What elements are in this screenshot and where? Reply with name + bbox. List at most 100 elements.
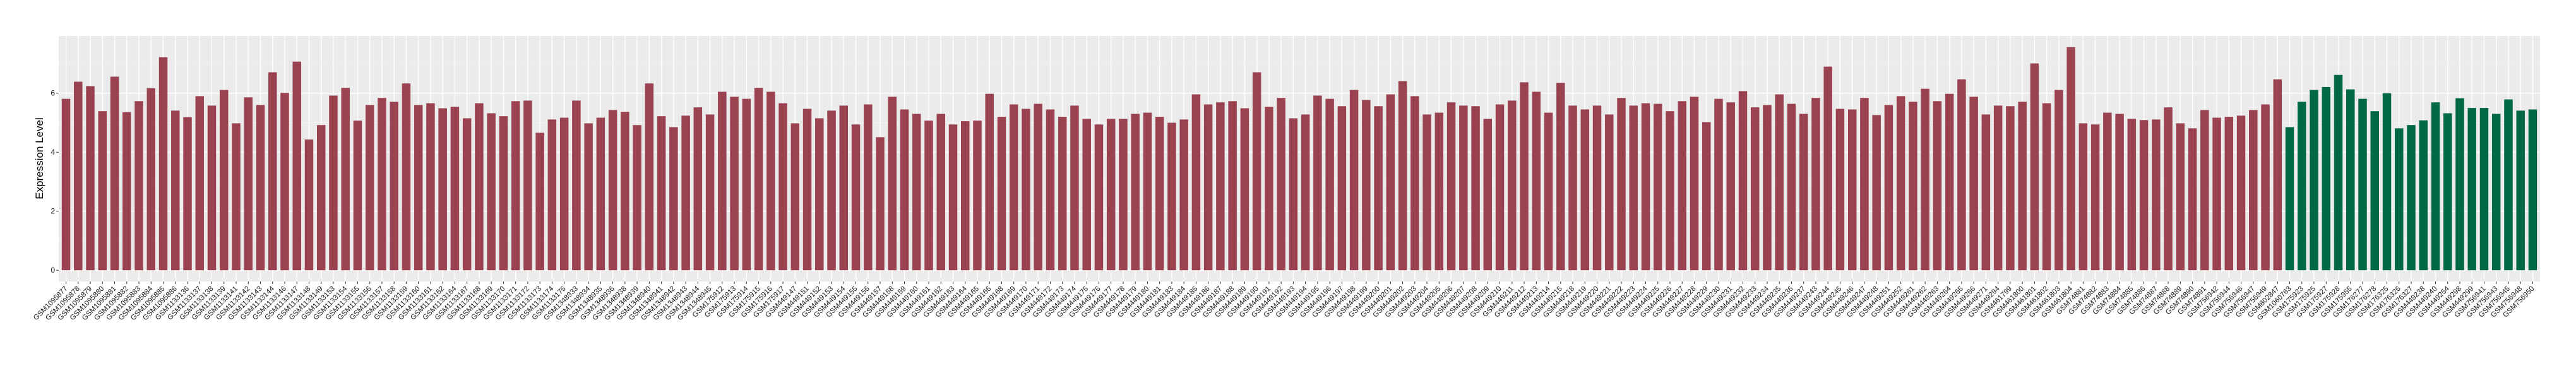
bar-GSM1133146 xyxy=(280,93,289,271)
bar-GSM449220 xyxy=(1592,105,1602,271)
bar-GSM1133164 xyxy=(450,107,460,271)
bar-GSM449225 xyxy=(1654,103,1662,271)
bar-GSM1133175 xyxy=(559,117,569,271)
bar-GSM449263 xyxy=(1933,101,1942,271)
bar-GSM449240 xyxy=(2431,102,2440,271)
bar-GSM449254 xyxy=(2443,113,2452,271)
bar-GSM175925 xyxy=(2310,90,2318,271)
bars xyxy=(61,47,2537,271)
bar-GSM1095882 xyxy=(122,112,131,271)
bar-GSM449230 xyxy=(1714,98,1723,271)
bar-GSM461801 xyxy=(2030,63,2039,271)
bar-GSM449173 xyxy=(1058,117,1067,271)
bar-GSM1095884 xyxy=(146,88,156,271)
bar-GSM449266 xyxy=(1969,97,1978,271)
bar-GSM1095883 xyxy=(134,101,143,271)
bar-GSM449155 xyxy=(851,124,861,271)
bar-GSM449207 xyxy=(1459,105,1468,271)
bar-GSM1095881 xyxy=(110,76,119,271)
bar-GSM1348941 xyxy=(657,116,666,271)
bar-GSM1133157 xyxy=(378,98,386,271)
bar-GSM449181 xyxy=(1155,117,1164,271)
bar-GSM1095880 xyxy=(98,111,107,271)
bar-GSM449221 xyxy=(1605,114,1614,271)
bar-GSM449251 xyxy=(1884,105,1893,271)
bar-GSM449264 xyxy=(1945,93,1954,271)
bar-GSM74886 xyxy=(2139,120,2149,271)
bar-GSM449205 xyxy=(1434,112,1444,271)
bar-GSM449211 xyxy=(1508,100,1517,271)
bar-GSM756947 xyxy=(2249,110,2258,271)
bar-GSM1133159 xyxy=(402,83,411,271)
bar-GSM1133143 xyxy=(256,105,265,271)
bar-GSM74889 xyxy=(2176,123,2185,271)
bar-GSM74891 xyxy=(2200,110,2209,271)
bar-GSM449247 xyxy=(1860,98,1869,271)
bar-GSM1348935 xyxy=(596,117,605,271)
bar-GSM449172 xyxy=(1046,109,1055,271)
bar-GSM449210 xyxy=(1495,104,1505,271)
bar-GSM449168 xyxy=(997,117,1006,271)
bar-GSM449265 xyxy=(1957,79,1966,271)
bar-GSM74885 xyxy=(2127,119,2137,271)
bar-GSM449179 xyxy=(1131,114,1140,271)
bar-GSM1348933 xyxy=(572,100,581,271)
bar-GSM1095886 xyxy=(171,110,180,271)
bar-GSM449204 xyxy=(1422,114,1431,271)
bar-GSM1348942 xyxy=(669,127,678,271)
bar-GSM449234 xyxy=(1763,105,1772,271)
bar-GSM449161 xyxy=(924,121,933,271)
bar-GSM1133138 xyxy=(207,105,217,271)
bar-GSM449231 xyxy=(1726,102,1735,271)
bar-GSM449261 xyxy=(1909,102,1917,271)
bar-GSM449213 xyxy=(1532,92,1541,271)
bar-GSM449188 xyxy=(1228,101,1237,271)
bar-GSM449183 xyxy=(1167,122,1176,271)
bar-GSM449171 xyxy=(1034,103,1042,271)
bar-GSM1133136 xyxy=(183,117,192,271)
bar-GSM449228 xyxy=(1690,97,1699,271)
bar-GSM449189 xyxy=(1240,108,1249,271)
y-axis: 0 2 4 6 xyxy=(51,89,59,274)
bar-GSM449233 xyxy=(1750,107,1760,271)
bar-GSM1133174 xyxy=(547,119,557,271)
bar-GSM449185 xyxy=(1191,94,1201,271)
bar-GSM756941 xyxy=(2479,108,2489,271)
bar-GSM175917 xyxy=(778,103,787,271)
bar-GSM756945 xyxy=(2504,99,2513,271)
bar-GSM1133171 xyxy=(511,101,520,271)
bar-GSM461800 xyxy=(2018,102,2027,271)
bar-GSM449194 xyxy=(1301,114,1310,271)
bar-GSM175913 xyxy=(730,97,739,271)
bar-GSM449219 xyxy=(1580,109,1590,271)
bar-GSM74883 xyxy=(2103,112,2112,271)
bar-GSM1133142 xyxy=(244,97,253,271)
bar-GSM1133155 xyxy=(353,121,362,271)
bar-GSM176326 xyxy=(2395,128,2404,271)
bar-GSM1095878 xyxy=(74,81,83,271)
bar-GSM449191 xyxy=(1265,107,1273,271)
bar-GSM449159 xyxy=(900,109,909,271)
y-tick-label: 2 xyxy=(51,207,55,216)
bar-GSM449156 xyxy=(864,104,873,271)
bar-GSM449215 xyxy=(1556,83,1565,271)
bar-GSM449226 xyxy=(1666,111,1674,271)
bar-GSM449202 xyxy=(1398,81,1407,271)
bar-GSM1348934 xyxy=(584,123,593,271)
bar-GSM1133160 xyxy=(414,105,423,271)
bar-GSM449152 xyxy=(815,118,824,271)
y-tick-label: 4 xyxy=(51,148,55,156)
bar-GSM74887 xyxy=(2152,119,2161,271)
bar-GSM1133149 xyxy=(316,125,326,271)
bar-GSM461803 xyxy=(2054,90,2063,271)
bar-GSM1133172 xyxy=(523,100,532,271)
bar-GSM1348944 xyxy=(693,107,703,271)
bar-GSM449294 xyxy=(1993,105,2003,271)
bar-GSM449214 xyxy=(1544,112,1553,271)
bar-GSM176278 xyxy=(2370,111,2379,271)
bar-GSM449245 xyxy=(1835,109,1845,271)
y-tick-label: 6 xyxy=(51,89,55,98)
bar-GSM1348945 xyxy=(705,114,715,271)
bar-GSM74890 xyxy=(2188,128,2197,271)
